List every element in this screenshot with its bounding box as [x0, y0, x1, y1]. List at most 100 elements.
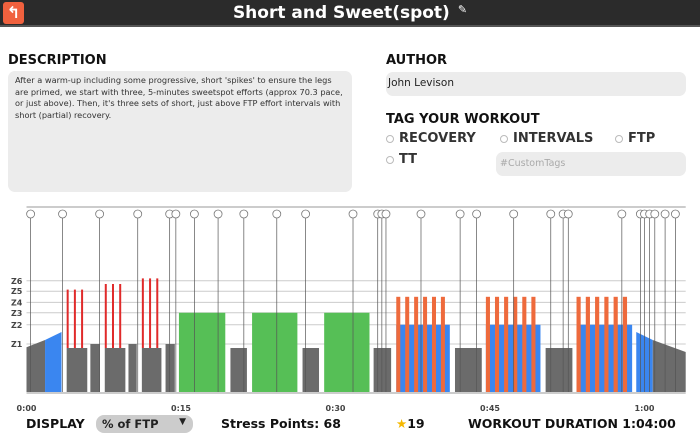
spike-bar — [81, 289, 84, 348]
radio-icon — [615, 134, 623, 143]
back-button[interactable]: ↰ — [3, 2, 24, 24]
interval-on-bar — [504, 296, 509, 392]
tag-recovery[interactable]: RECOVERY — [386, 131, 476, 146]
zone-label: Z6 — [11, 277, 23, 286]
author-input[interactable]: John Levison — [386, 72, 686, 96]
x-tick-label: 0:15 — [171, 404, 191, 413]
workout-block-sweetspot — [252, 312, 298, 392]
workout-block-sweetspot — [178, 312, 226, 392]
text-event-marker[interactable] — [189, 209, 199, 219]
text-event-marker[interactable] — [563, 209, 573, 219]
zone-label: Z1 — [11, 340, 23, 349]
text-event-marker[interactable] — [58, 209, 67, 219]
tag-label-text: TT — [399, 152, 418, 167]
stress-points: Stress Points: 68 — [221, 416, 341, 431]
interval-on-bar — [613, 296, 618, 392]
text-event-marker[interactable] — [348, 209, 358, 219]
interval-on-bar — [396, 296, 401, 392]
text-event-marker[interactable] — [213, 209, 223, 219]
zone-label: Z4 — [11, 298, 23, 307]
author-label: AUTHOR — [386, 53, 448, 68]
interval-on-bar — [431, 296, 436, 392]
text-event-marker[interactable] — [381, 209, 391, 219]
display-select[interactable]: % of FTP ▼ — [96, 415, 193, 433]
interval-on-bar — [513, 296, 518, 392]
x-tick-label: 0:30 — [326, 404, 346, 413]
workout-block-recovery — [545, 348, 573, 392]
radio-icon — [386, 155, 394, 164]
workout-block-sweetspot — [324, 312, 370, 392]
interval-on-bar — [531, 296, 536, 392]
workout-block-recovery — [652, 340, 686, 392]
workout-block-recovery — [302, 348, 320, 392]
interval-on-bar — [585, 296, 590, 392]
spike-bar — [104, 284, 107, 348]
custom-tags-input[interactable]: #CustomTags — [496, 152, 686, 176]
interval-on-bar — [595, 296, 600, 392]
chevron-down-icon: ▼ — [179, 417, 186, 427]
text-event-marker[interactable] — [660, 209, 670, 219]
zone-label: Z2 — [11, 321, 22, 330]
tag-label-text: RECOVERY — [399, 131, 476, 146]
text-event-marker[interactable] — [133, 209, 143, 219]
x-tick-label: 0:45 — [480, 404, 500, 413]
x-tick-label: 1:00 — [635, 404, 655, 413]
interval-on-bar — [622, 296, 628, 392]
workout-block-recovery — [66, 348, 88, 392]
workout-block-recovery — [165, 344, 175, 392]
display-value: % of FTP — [102, 417, 159, 431]
text-event-marker[interactable] — [509, 209, 519, 219]
spike-bar — [156, 278, 159, 348]
workout-title: Short and Sweet(spot) — [232, 3, 450, 23]
workout-duration: WORKOUT DURATION 1:04:00 — [468, 416, 676, 431]
tag-label-text: INTERVALS — [513, 131, 594, 146]
spike-bar — [66, 289, 69, 348]
text-event-marker[interactable] — [455, 209, 465, 219]
interval-on-bar — [405, 296, 410, 392]
spike-bar — [141, 278, 144, 348]
text-event-marker[interactable] — [617, 209, 627, 219]
interval-on-bar — [522, 296, 527, 392]
text-event-marker[interactable] — [546, 209, 556, 219]
workout-block-recovery — [90, 344, 100, 392]
back-arrow-icon: ↰ — [6, 3, 21, 22]
spike-bar — [73, 289, 76, 348]
interval-on-bar — [494, 296, 500, 392]
tag-tt[interactable]: TT — [386, 152, 417, 167]
tag-label-text: FTP — [628, 131, 656, 146]
interval-on-bar — [576, 296, 581, 392]
header-bar: ↰ Short and Sweet(spot) ✎ — [0, 0, 700, 27]
text-event-marker[interactable] — [171, 209, 181, 219]
text-event-marker[interactable] — [671, 209, 680, 219]
text-event-marker[interactable] — [239, 209, 249, 219]
interval-on-bar — [485, 296, 490, 392]
description-textarea[interactable]: After a warm-up including some progressi… — [8, 71, 352, 192]
tag-label: TAG YOUR WORKOUT — [386, 112, 540, 127]
text-event-marker[interactable] — [26, 209, 36, 219]
interval-on-bar — [414, 296, 419, 392]
text-event-marker[interactable] — [472, 209, 482, 219]
text-event-marker[interactable] — [650, 209, 660, 219]
workout-block-recovery — [141, 348, 162, 392]
zone-label: Z5 — [11, 287, 23, 296]
spike-bar — [149, 278, 152, 348]
interval-on-bar — [423, 296, 428, 392]
interval-on-bar — [440, 296, 445, 392]
edit-icon[interactable]: ✎ — [457, 3, 468, 16]
text-event-marker[interactable] — [416, 209, 426, 219]
description-label: DESCRIPTION — [8, 53, 107, 68]
workout-block-recovery — [230, 348, 247, 392]
workout-block-recovery — [128, 344, 137, 392]
zone-label: Z3 — [11, 309, 22, 318]
text-event-marker[interactable] — [301, 209, 311, 219]
rating: ★19 — [396, 416, 425, 431]
text-event-marker[interactable] — [95, 209, 105, 219]
star-icon: ★ — [396, 416, 408, 431]
text-event-marker[interactable] — [272, 209, 282, 219]
tag-ftp[interactable]: FTP — [615, 131, 655, 146]
tag-intervals[interactable]: INTERVALS — [500, 131, 593, 146]
workout-block-recovery — [104, 348, 126, 392]
radio-icon — [386, 134, 394, 143]
interval-on-bar — [604, 296, 609, 392]
